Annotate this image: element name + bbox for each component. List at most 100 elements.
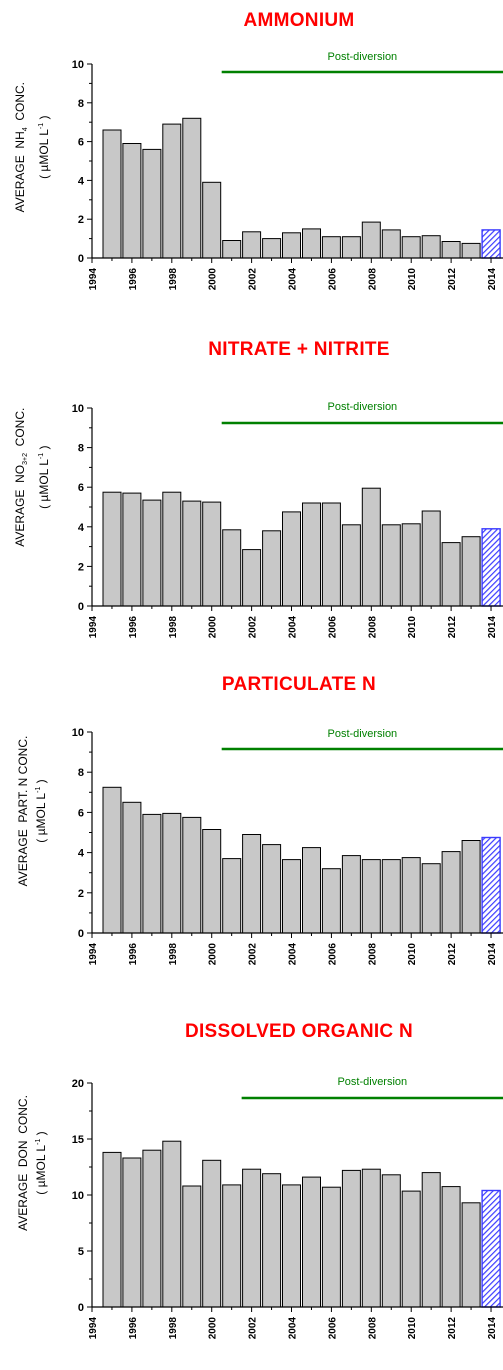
- x-tick-label: 2006: [327, 1317, 338, 1340]
- x-tick-label: 2000: [208, 943, 219, 966]
- bar-2002: [242, 549, 262, 607]
- x-tick-label: 1994: [88, 616, 99, 639]
- bar-2006: [321, 868, 341, 934]
- bar-2002: [242, 1168, 262, 1308]
- y-tick-label: 8: [78, 98, 84, 110]
- y-tick-label: 6: [78, 137, 84, 149]
- bar-chart-dissolved-organic-n: 0 5 10 15 20 1994 1996 1998 2000 2002 2004 2006 2008…: [72, 1076, 503, 1340]
- bar-highlight-2014: [481, 528, 501, 607]
- bar-2009: [381, 1174, 401, 1308]
- bar-2011: [421, 510, 441, 607]
- bar-1999: [182, 816, 202, 934]
- y-tick-label: 0: [78, 253, 84, 265]
- y-tick-label: 5: [78, 1246, 84, 1258]
- bar-2002: [242, 834, 262, 934]
- bar-1998: [162, 123, 182, 259]
- bar-2011: [421, 1172, 441, 1308]
- x-tick-label: 2008: [367, 616, 378, 639]
- y-tick-label: 4: [78, 175, 85, 187]
- y-tick-label: 10: [72, 59, 84, 71]
- bar-1998: [162, 812, 182, 934]
- y-tick-label: 2: [78, 561, 84, 573]
- chart-title: DISSOLVED ORGANIC N: [184, 1021, 414, 1042]
- bar-1997: [142, 148, 162, 259]
- bar-1997: [142, 499, 162, 607]
- x-tick-label: 2014: [487, 943, 498, 966]
- chart-title: NITRATE + NITRITE: [208, 339, 390, 360]
- bar-2005: [302, 228, 321, 259]
- chart-panel-ammonium: AMMONIUM AVERAGE NH4 CONC. ( µMOL L-1 ) …: [0, 0, 503, 330]
- x-tick-label: 2002: [248, 943, 259, 966]
- bar-2012: [441, 1186, 461, 1308]
- y-tick-label: 15: [72, 1134, 84, 1146]
- x-tick-label: 1994: [88, 1317, 99, 1340]
- bar-2005: [302, 1176, 321, 1308]
- x-tick-label: 2010: [407, 268, 418, 291]
- x-tick-label: 2010: [407, 1317, 418, 1340]
- bar-2006: [321, 502, 341, 607]
- bar-1998: [162, 1140, 182, 1308]
- x-tick-label: 2008: [367, 268, 378, 291]
- x-tick-label: 1994: [88, 268, 99, 291]
- bar-2005: [302, 847, 321, 934]
- bar-2003: [262, 530, 282, 607]
- bar-2009: [381, 524, 401, 607]
- bar-2009: [381, 229, 401, 259]
- bar-2012: [441, 851, 461, 934]
- chart-title: AMMONIUM: [243, 10, 355, 31]
- x-tick-label: 2000: [208, 268, 219, 291]
- x-tick-label: 2006: [327, 268, 338, 291]
- bar-1997: [142, 1149, 162, 1308]
- x-tick-label: 1998: [168, 943, 179, 966]
- bar-2008: [361, 221, 381, 259]
- y-tick-label: 0: [78, 1302, 84, 1314]
- x-tick-label: 2012: [447, 943, 458, 966]
- chart-title: PARTICULATE N: [221, 674, 377, 695]
- x-tick-label: 1996: [128, 943, 139, 966]
- bar-1996: [122, 1157, 142, 1308]
- bar-2004: [282, 511, 301, 607]
- bar-2011: [421, 863, 441, 934]
- x-tick-label: 2004: [288, 268, 299, 291]
- bar-2005: [302, 502, 321, 607]
- bar-1997: [142, 813, 162, 934]
- y-tick-label: 6: [78, 807, 84, 819]
- y-tick-label: 10: [72, 727, 84, 739]
- bar-2012: [441, 542, 461, 607]
- bar-2006: [321, 1186, 341, 1308]
- bar-2008: [361, 487, 381, 607]
- x-tick-label: 2000: [208, 616, 219, 639]
- x-tick-label: 2012: [447, 268, 458, 291]
- bar-1995: [102, 129, 122, 259]
- x-tick-label: 2006: [327, 616, 338, 639]
- bar-2013: [461, 536, 481, 607]
- y-tick-label: 4: [78, 522, 85, 534]
- bar-2003: [262, 1173, 282, 1308]
- x-tick-label: 1996: [128, 1317, 139, 1340]
- bar-1995: [102, 786, 122, 934]
- bar-2001: [222, 858, 242, 934]
- bar-2000: [202, 181, 222, 259]
- bar-1995: [102, 1151, 122, 1308]
- bar-chart-nitrate-nitrite: 0 2 4 6 8 10 1994 1996 1998 2000 2002 2004 2006 2008 2…: [72, 401, 503, 639]
- y-tick-label: 0: [78, 928, 84, 940]
- post-diversion-label: Post-diversion: [327, 401, 397, 413]
- bar-2013: [461, 1202, 481, 1308]
- bar-2004: [282, 859, 301, 934]
- y-tick-label: 6: [78, 482, 84, 494]
- bar-1999: [182, 117, 202, 259]
- chart-panel-particulate-n: PARTICULATE N AVERAGE PART. N CONC. ( µM…: [0, 660, 503, 1010]
- bar-2003: [262, 238, 282, 259]
- y-tick-label: 2: [78, 214, 84, 226]
- bar-1996: [122, 801, 142, 934]
- x-tick-label: 2014: [487, 1317, 498, 1340]
- bar-2006: [321, 236, 341, 259]
- x-tick-label: 1996: [128, 268, 139, 291]
- y-tick-label: 20: [72, 1078, 84, 1090]
- bar-2012: [441, 241, 461, 259]
- chart-panel-nitrate-nitrite: NITRATE + NITRITE AVERAGE NO3+2 CONC. ( …: [0, 330, 503, 660]
- bar-1998: [162, 491, 182, 607]
- x-tick-label: 2014: [487, 268, 498, 291]
- bar-2004: [282, 1184, 301, 1308]
- post-diversion-label: Post-diversion: [327, 51, 397, 63]
